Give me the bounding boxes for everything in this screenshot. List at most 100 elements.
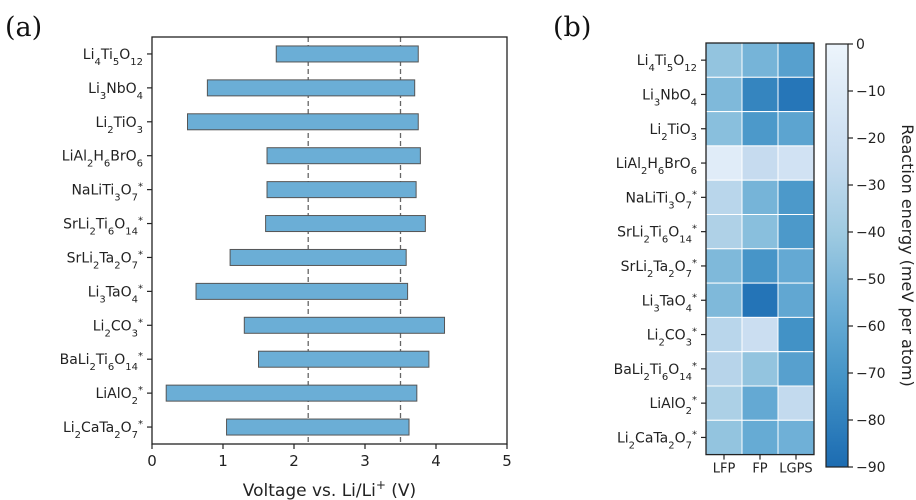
voltage-bar: [229, 248, 407, 266]
colorbar: [825, 43, 849, 468]
row-label-part: *: [692, 360, 697, 371]
y-tick-label-part: *: [138, 215, 143, 226]
heatmap-cell: [705, 76, 743, 113]
y-tick-label-part: NbO: [106, 81, 136, 97]
row-label-part: BaLi: [614, 362, 644, 378]
row-label-part: 5: [667, 63, 673, 74]
row-label: LiAl2H6BrO6: [616, 156, 697, 177]
column-label: FP: [752, 462, 767, 477]
heatmap-cell: [705, 351, 743, 387]
row-label-part: 4: [691, 97, 697, 108]
heatmap-cell: [777, 42, 815, 78]
y-tick-label-part: TiO: [113, 115, 137, 131]
panel-b-label: (b): [553, 12, 591, 43]
y-tick-label-part: *: [138, 249, 143, 260]
colorbar-tick-label: −20: [856, 131, 886, 147]
y-tick-label-part: *: [138, 385, 143, 396]
y-tick-label-part: Ti: [95, 217, 108, 233]
row-label: NaLiTi3O7*: [625, 189, 697, 211]
row-label-part: H: [647, 156, 658, 172]
y-tick-label-part: Li: [96, 115, 108, 131]
row-label-part: 2: [668, 440, 674, 451]
heatmap-cell: [741, 76, 779, 113]
row-label-part: 3: [668, 200, 674, 211]
heatmap-cell: [705, 214, 743, 250]
row-label-part: 3: [653, 303, 659, 314]
y-tick-label-part: O: [114, 352, 125, 368]
column-label: LFP: [713, 462, 736, 477]
voltage-bar: [195, 282, 409, 300]
row-label: BaLi2Ti6O14*: [614, 360, 697, 382]
row-label-part: 2: [647, 268, 653, 279]
y-tick-label-part: 7: [132, 260, 138, 271]
row-label-part: Ti: [654, 53, 667, 69]
y-tick-label: LiAlO2*: [95, 385, 143, 407]
row-label: Li2CaTa2O7*: [617, 429, 697, 451]
y-tick-label-part: 2: [107, 124, 113, 135]
row-label-part: 6: [658, 166, 664, 177]
row-label-part: 14: [679, 234, 692, 245]
row-label-part: 2: [658, 337, 664, 348]
y-tick-label-part: 4: [132, 294, 138, 305]
row-label-part: *: [692, 429, 697, 440]
y-tick-label-part: 12: [130, 56, 143, 67]
x-axis-label-part: Voltage vs. Li/Li: [243, 481, 376, 500]
x-tick-label: 0: [147, 452, 157, 470]
y-tick-label-part: 14: [125, 362, 138, 373]
row-label-part: NaLiTi: [625, 190, 668, 206]
y-tick-label-part: 2: [89, 226, 95, 237]
panel-a-label: (a): [5, 12, 42, 43]
x-axis-label: Voltage vs. Li/Li+ (V): [243, 478, 416, 500]
row-label-part: Li: [642, 87, 654, 103]
y-tick-label-part: 6: [108, 362, 114, 373]
colorbar-tick-label: −50: [856, 272, 886, 288]
y-tick-label-part: 4: [94, 56, 100, 67]
row-label-part: 6: [662, 371, 668, 382]
y-tick-label-part: Ti: [100, 47, 113, 63]
voltage-bar: [266, 147, 421, 165]
panel-a: (a)Li4Ti5O12Li3NbO4Li2TiO3LiAl2H6BrO6NaL…: [5, 12, 512, 500]
y-tick-label: Li3NbO4: [88, 81, 143, 102]
row-label-part: TaO: [659, 293, 686, 309]
y-tick-label-part: H: [93, 149, 104, 165]
y-tick-label-part: 2: [89, 362, 95, 373]
y-tick-label-part: O: [121, 420, 132, 436]
row-label-part: *: [692, 189, 697, 200]
heatmap-cell: [777, 145, 815, 181]
row-label-part: 2: [629, 440, 635, 451]
row-label-part: 7: [686, 268, 692, 279]
heatmap-cell: [777, 351, 815, 387]
y-tick-label-part: BrO: [110, 149, 136, 165]
x-tick-label: 5: [502, 452, 512, 470]
y-tick-label-part: 5: [113, 56, 119, 67]
voltage-bar: [165, 384, 418, 402]
row-label-part: BrO: [664, 156, 690, 172]
y-tick-label-part: O: [119, 47, 130, 63]
y-tick-label-part: Li: [88, 81, 100, 97]
y-tick-label: Li3TaO4*: [88, 283, 143, 305]
row-label: Li3NbO4: [642, 87, 697, 108]
y-tick-label-part: 7: [132, 192, 138, 203]
y-tick-label-part: LiAlO: [95, 386, 131, 402]
y-tick-label-part: O: [121, 183, 132, 199]
row-label-part: Li: [647, 328, 659, 344]
colorbar-tick-label: −10: [856, 84, 886, 100]
row-label: LiAlO2*: [649, 395, 697, 417]
y-tick-label-part: 14: [125, 226, 138, 237]
x-tick-label: 2: [289, 452, 299, 470]
row-label-part: 2: [661, 131, 667, 142]
panel-b: (b)Li4Ti5O12Li3NbO4Li2TiO3LiAl2H6BrO6NaL…: [553, 12, 916, 477]
y-tick-label: SrLi2Ti6O14*: [63, 215, 143, 237]
row-label-part: Li: [617, 430, 629, 446]
row-label-part: 6: [691, 166, 697, 177]
y-tick-label-part: Li: [93, 318, 105, 334]
row-label-part: Li: [650, 122, 662, 138]
y-tick-label-part: 3: [99, 294, 105, 305]
row-label-part: 7: [686, 200, 692, 211]
row-label: Li2CO3*: [647, 326, 697, 348]
y-tick-label-part: 2: [114, 430, 120, 441]
row-label-part: 4: [686, 303, 692, 314]
heatmap-cell: [777, 316, 815, 353]
row-label-part: 2: [686, 406, 692, 417]
